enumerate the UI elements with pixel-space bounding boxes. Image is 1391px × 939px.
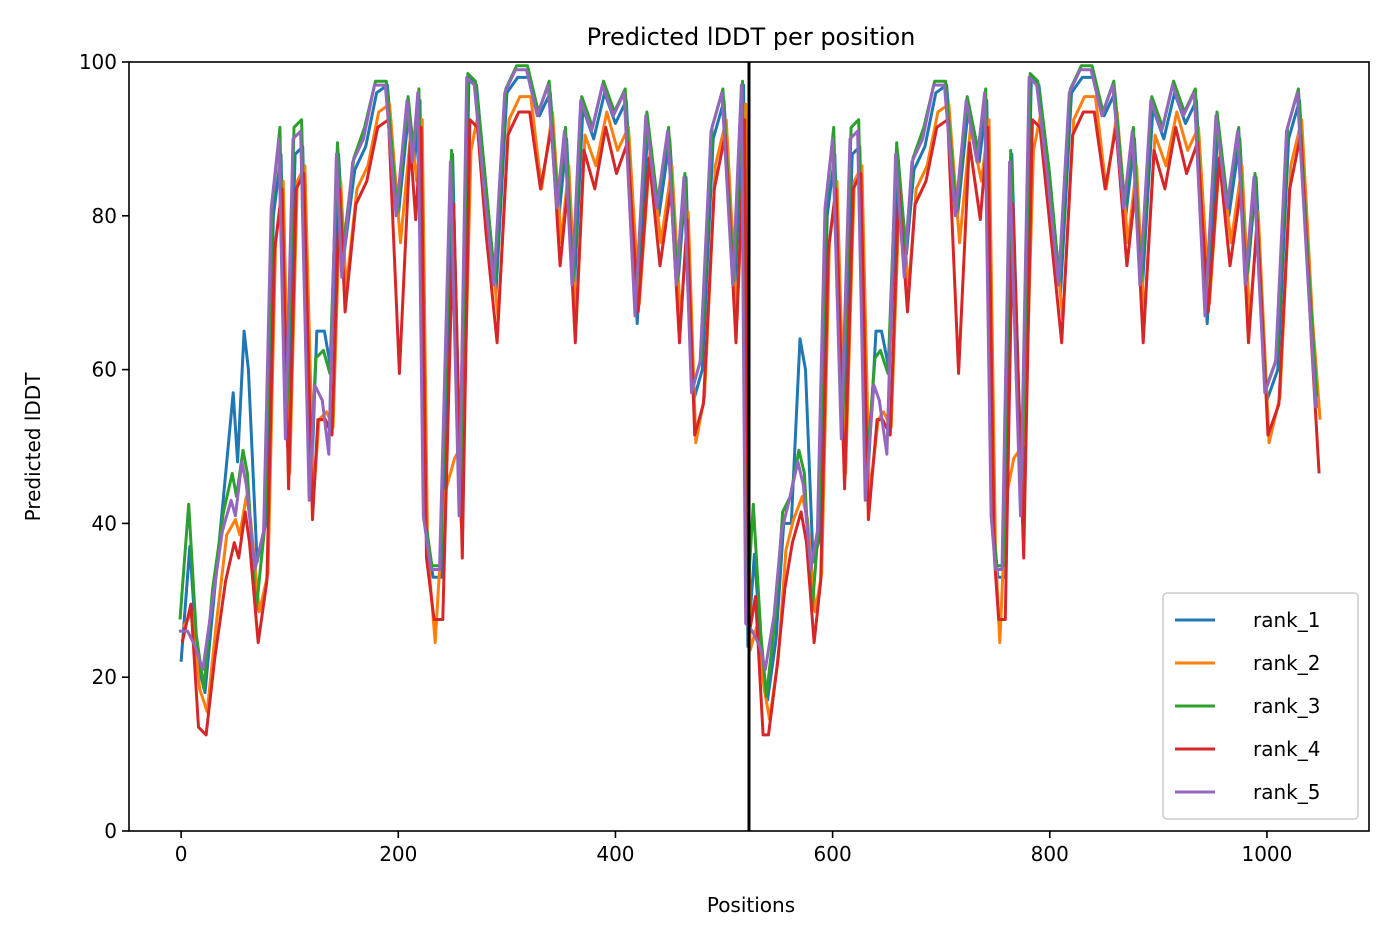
x-tick-label: 400: [596, 842, 634, 866]
y-axis-title: Predicted lDDT: [21, 372, 45, 522]
x-axis-title: Positions: [707, 893, 795, 917]
axes-frame: [128, 61, 1370, 832]
y-tick-label: 60: [92, 358, 117, 382]
legend-label-rank-3: rank_3: [1253, 694, 1320, 718]
x-tick-label: 600: [814, 842, 852, 866]
series-lines: [178, 64, 1322, 737]
legend-label-rank-2: rank_2: [1253, 651, 1320, 675]
y-tick-label: 0: [104, 819, 117, 843]
legend: rank_1 rank_2 rank_3 rank_4 rank_5: [1162, 592, 1359, 820]
y-tick-label: 20: [92, 665, 117, 689]
x-tick-label: 800: [1031, 842, 1069, 866]
y-tick-label: 40: [92, 511, 117, 535]
legend-label-rank-5: rank_5: [1253, 780, 1320, 804]
series-line-rank-5: [178, 68, 1318, 671]
chart-title: Predicted lDDT per position: [587, 23, 916, 51]
legend-box: [1162, 592, 1359, 820]
legend-label-rank-4: rank_4: [1253, 737, 1320, 761]
x-tick-label: 1000: [1241, 842, 1292, 866]
x-tick-label: 200: [379, 842, 417, 866]
y-tick-label: 80: [92, 204, 117, 228]
y-tick-label: 100: [79, 50, 117, 74]
legend-label-rank-1: rank_1: [1253, 608, 1320, 632]
x-tick-label: 0: [175, 842, 188, 866]
series-line-rank-4: [180, 110, 1321, 737]
plot-area: [178, 62, 1322, 831]
axes: 0 200 400 600 800 1000 0 20 40 60 80 100: [79, 50, 1370, 866]
series-line-rank-3: [178, 64, 1319, 698]
